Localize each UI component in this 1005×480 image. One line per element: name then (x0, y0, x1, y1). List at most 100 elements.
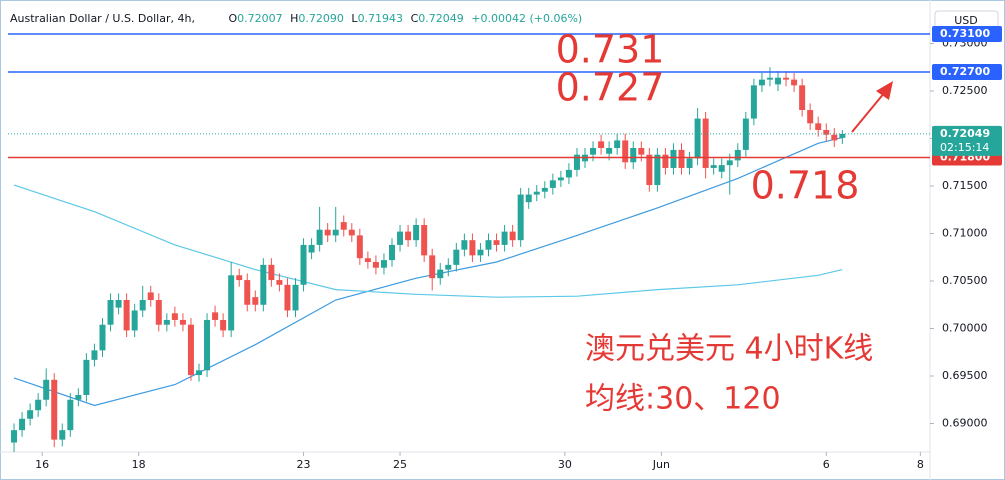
candle (260, 258, 267, 312)
candle (268, 258, 275, 287)
candle (654, 148, 661, 192)
candle-body (348, 229, 355, 236)
candle-body (356, 235, 363, 259)
candle-body (340, 222, 347, 230)
candle-body (131, 310, 138, 331)
candle-body (758, 79, 765, 86)
candle (212, 305, 219, 327)
candle (244, 273, 251, 312)
currency[interactable]: USD (954, 14, 978, 27)
candle (718, 158, 725, 179)
candle (220, 313, 227, 338)
candle-body (750, 85, 757, 119)
candle-body (292, 284, 299, 311)
candle-body (19, 418, 26, 431)
candle (372, 255, 379, 275)
candle (187, 318, 194, 381)
x-tick-label: 16 (35, 458, 49, 471)
candle-body (187, 324, 194, 376)
candle (195, 363, 202, 382)
candle (348, 223, 355, 243)
candle-body (179, 319, 186, 325)
candle-body (35, 399, 42, 411)
candle-body (75, 395, 82, 400)
candle (549, 173, 556, 195)
candle (91, 343, 98, 367)
candle (284, 278, 291, 318)
level-label-box (932, 64, 1002, 81)
candle (646, 148, 653, 192)
legend-key: O (228, 12, 237, 25)
candle-body (252, 297, 259, 305)
candle-body (51, 379, 58, 440)
candle-body (308, 244, 315, 253)
candle-body (630, 148, 637, 163)
candle-body (485, 240, 492, 250)
candle (670, 143, 677, 175)
candle-body (204, 319, 211, 371)
candle (557, 170, 564, 187)
candle (380, 253, 387, 275)
legend-key: C (411, 12, 419, 25)
candle-body (638, 148, 645, 155)
candle-body (775, 77, 782, 85)
candle (710, 158, 717, 175)
candle-body (364, 258, 371, 263)
arrow (851, 81, 893, 133)
note: 澳元兑美元 4小时K线 (585, 332, 873, 367)
candle (758, 72, 765, 92)
candle-body (799, 85, 806, 111)
candle-body (276, 280, 283, 285)
legend-key: L (351, 12, 358, 25)
candle-body (437, 269, 444, 279)
candle-body (397, 231, 404, 245)
candle-body (453, 249, 460, 265)
candle (308, 238, 315, 260)
candle-body (694, 118, 701, 159)
candle-body (284, 284, 291, 311)
candle (51, 373, 58, 448)
x-tick-label: 25 (393, 458, 407, 471)
candle (815, 116, 822, 137)
candle-body (598, 141, 605, 149)
legend-value: 0.72049 (418, 12, 464, 25)
candle-body (718, 165, 725, 172)
candle-body (220, 319, 227, 331)
candle-body (662, 154, 669, 168)
candle-body (573, 154, 580, 170)
candle (204, 313, 211, 377)
candle-body (405, 231, 412, 241)
candle (702, 111, 709, 179)
last-price-label: 0.72049 (940, 127, 990, 140)
candle-body (324, 229, 331, 236)
candle (67, 393, 74, 437)
moving-average (13, 184, 843, 298)
candle (533, 185, 540, 202)
y-tick-label: 0.69000 (942, 417, 988, 430)
candle (163, 313, 170, 332)
y-tick-label: 0.69500 (942, 369, 988, 382)
candle (99, 318, 106, 358)
candle-body (380, 260, 387, 268)
candle (115, 293, 122, 315)
candle-body (388, 244, 395, 261)
plot (11, 67, 846, 452)
candle-body (260, 264, 267, 305)
candle (83, 353, 90, 402)
level-annotation: 0.731 (556, 28, 665, 72)
candle-body (815, 123, 822, 130)
candle (823, 123, 830, 142)
y-tick-label: 0.70500 (942, 274, 988, 287)
candle-body (517, 194, 524, 241)
candle (791, 72, 798, 92)
note: 均线:30、120 (585, 382, 781, 417)
candle-body (155, 300, 162, 325)
candle (839, 129, 846, 144)
candle (179, 313, 186, 332)
candle (324, 223, 331, 243)
candle-body (557, 177, 564, 181)
level-label-box (932, 26, 1002, 43)
candle (19, 412, 26, 437)
candle (252, 290, 259, 312)
